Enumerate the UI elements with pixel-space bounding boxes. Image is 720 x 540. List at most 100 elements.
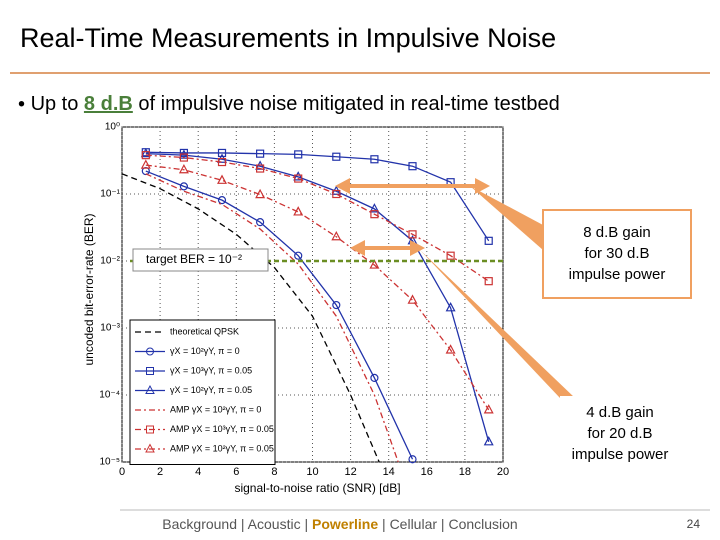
callout-text: impulse power [572,446,669,463]
callout-text: for 20 d.B [587,425,652,442]
legend-label: AMP γX = 10³γY, π = 0.05 [170,424,274,434]
x-tick-label: 2 [157,466,163,478]
nav-item: Conclusion [448,516,517,532]
nav-item: Powerline [312,516,378,532]
legend [129,319,276,465]
series-line [145,154,490,282]
marker [256,218,265,227]
arrow-head [335,178,350,194]
annotations: 8 d.B gain for 30 d.B impulse power 4 d.… [335,178,692,472]
nav: Background | Acoustic | Powerline | Cell… [162,516,517,532]
callout-text: impulse power [569,266,666,283]
y-tick-label: 10⁻⁵ [99,457,120,468]
y-tick-label: 10⁻³ [100,323,120,334]
marker [217,196,227,205]
x-tick-label: 4 [195,466,201,478]
marker [484,236,493,245]
annotation-box [132,248,269,272]
marker [370,155,379,164]
callout-pointer [420,250,575,398]
y-tick-label: 10⁻¹ [100,189,120,200]
callout-text: 8 d.B gain [583,224,651,241]
arrow-head [410,240,425,256]
marker [332,152,341,161]
x-tick-label: 10 [306,466,318,478]
nav-item: Acoustic [248,516,301,532]
arrow-head [350,240,365,256]
bullet-text: Up to [31,93,84,115]
series-line [145,170,414,460]
x-tick-label: 18 [459,466,471,478]
series-line [145,164,490,411]
y-tick-label: 10⁻⁴ [99,390,120,401]
bullet: • Up to 8 d.B of impulsive noise mitigat… [18,93,560,115]
nav-separator: | [378,516,389,532]
nav-separator: | [437,516,448,532]
nav-separator: | [301,516,312,532]
marker [141,151,150,160]
marker [445,344,456,354]
marker [255,188,266,199]
legend-marker [146,347,154,356]
marker [179,153,189,162]
marker [407,294,418,304]
bullet-highlight: 8 d.B [84,93,133,115]
marker [483,404,494,414]
marker [140,159,151,169]
series-line [145,153,490,443]
legend-label: AMP γX = 10²γY, π = 0 [170,404,261,414]
y-tick-label: 10⁻² [100,256,120,267]
arrow-head [475,178,490,194]
x-tick-label: 14 [383,466,395,478]
marker [446,251,455,260]
marker [484,277,493,286]
legend-label: γX = 10³γY, π = 0.05 [170,365,252,375]
marker [256,149,265,158]
legend-marker [146,425,154,434]
marker [217,148,227,158]
legend-label: theoretical QPSK [170,326,239,336]
x-axis-label: signal-to-noise ratio (SNR) [dB] [234,481,400,495]
nav-separator: | [237,516,248,532]
legend-label: AMP γX = 10²γY, π = 0.05 [170,443,274,453]
y-axis-label: uncoded bit-error-rate (BER) [82,213,96,365]
marker [217,174,228,184]
x-tick-label: 6 [233,466,239,478]
marker [332,300,341,310]
marker [332,189,341,199]
callout-box [560,396,690,472]
series-line [145,151,490,242]
marker [369,259,380,269]
marker [293,171,304,181]
marker [331,230,342,241]
x-tick-label: 8 [271,466,277,478]
page-number: 24 [687,517,701,531]
marker [256,164,265,173]
marker [483,436,494,446]
legend-label: γX = 10²γY, π = 0.05 [170,385,252,395]
marker [370,210,379,219]
marker [140,147,151,158]
nav-item: Background [162,516,237,532]
x-tick-label: 0 [119,466,125,478]
marker [408,455,417,464]
callout-pointer [470,186,543,250]
legend-marker [145,384,155,394]
marker [445,302,456,312]
marker [408,230,417,239]
x-tick-label: 20 [497,466,509,478]
marker [178,163,189,174]
marker [370,373,379,382]
slide-title: Real-Time Measurements in Impulsive Nois… [20,23,556,53]
marker [408,162,417,171]
legend-marker [146,367,154,375]
x-tick-label: 16 [421,466,433,478]
callout-text: for 30 d.B [584,245,649,262]
marker [293,206,304,216]
y-tick-label: 10⁰ [105,122,120,133]
marker [369,203,380,213]
marker [294,150,303,159]
annotation: target BER = 10⁻² [146,252,242,266]
marker [217,157,227,167]
